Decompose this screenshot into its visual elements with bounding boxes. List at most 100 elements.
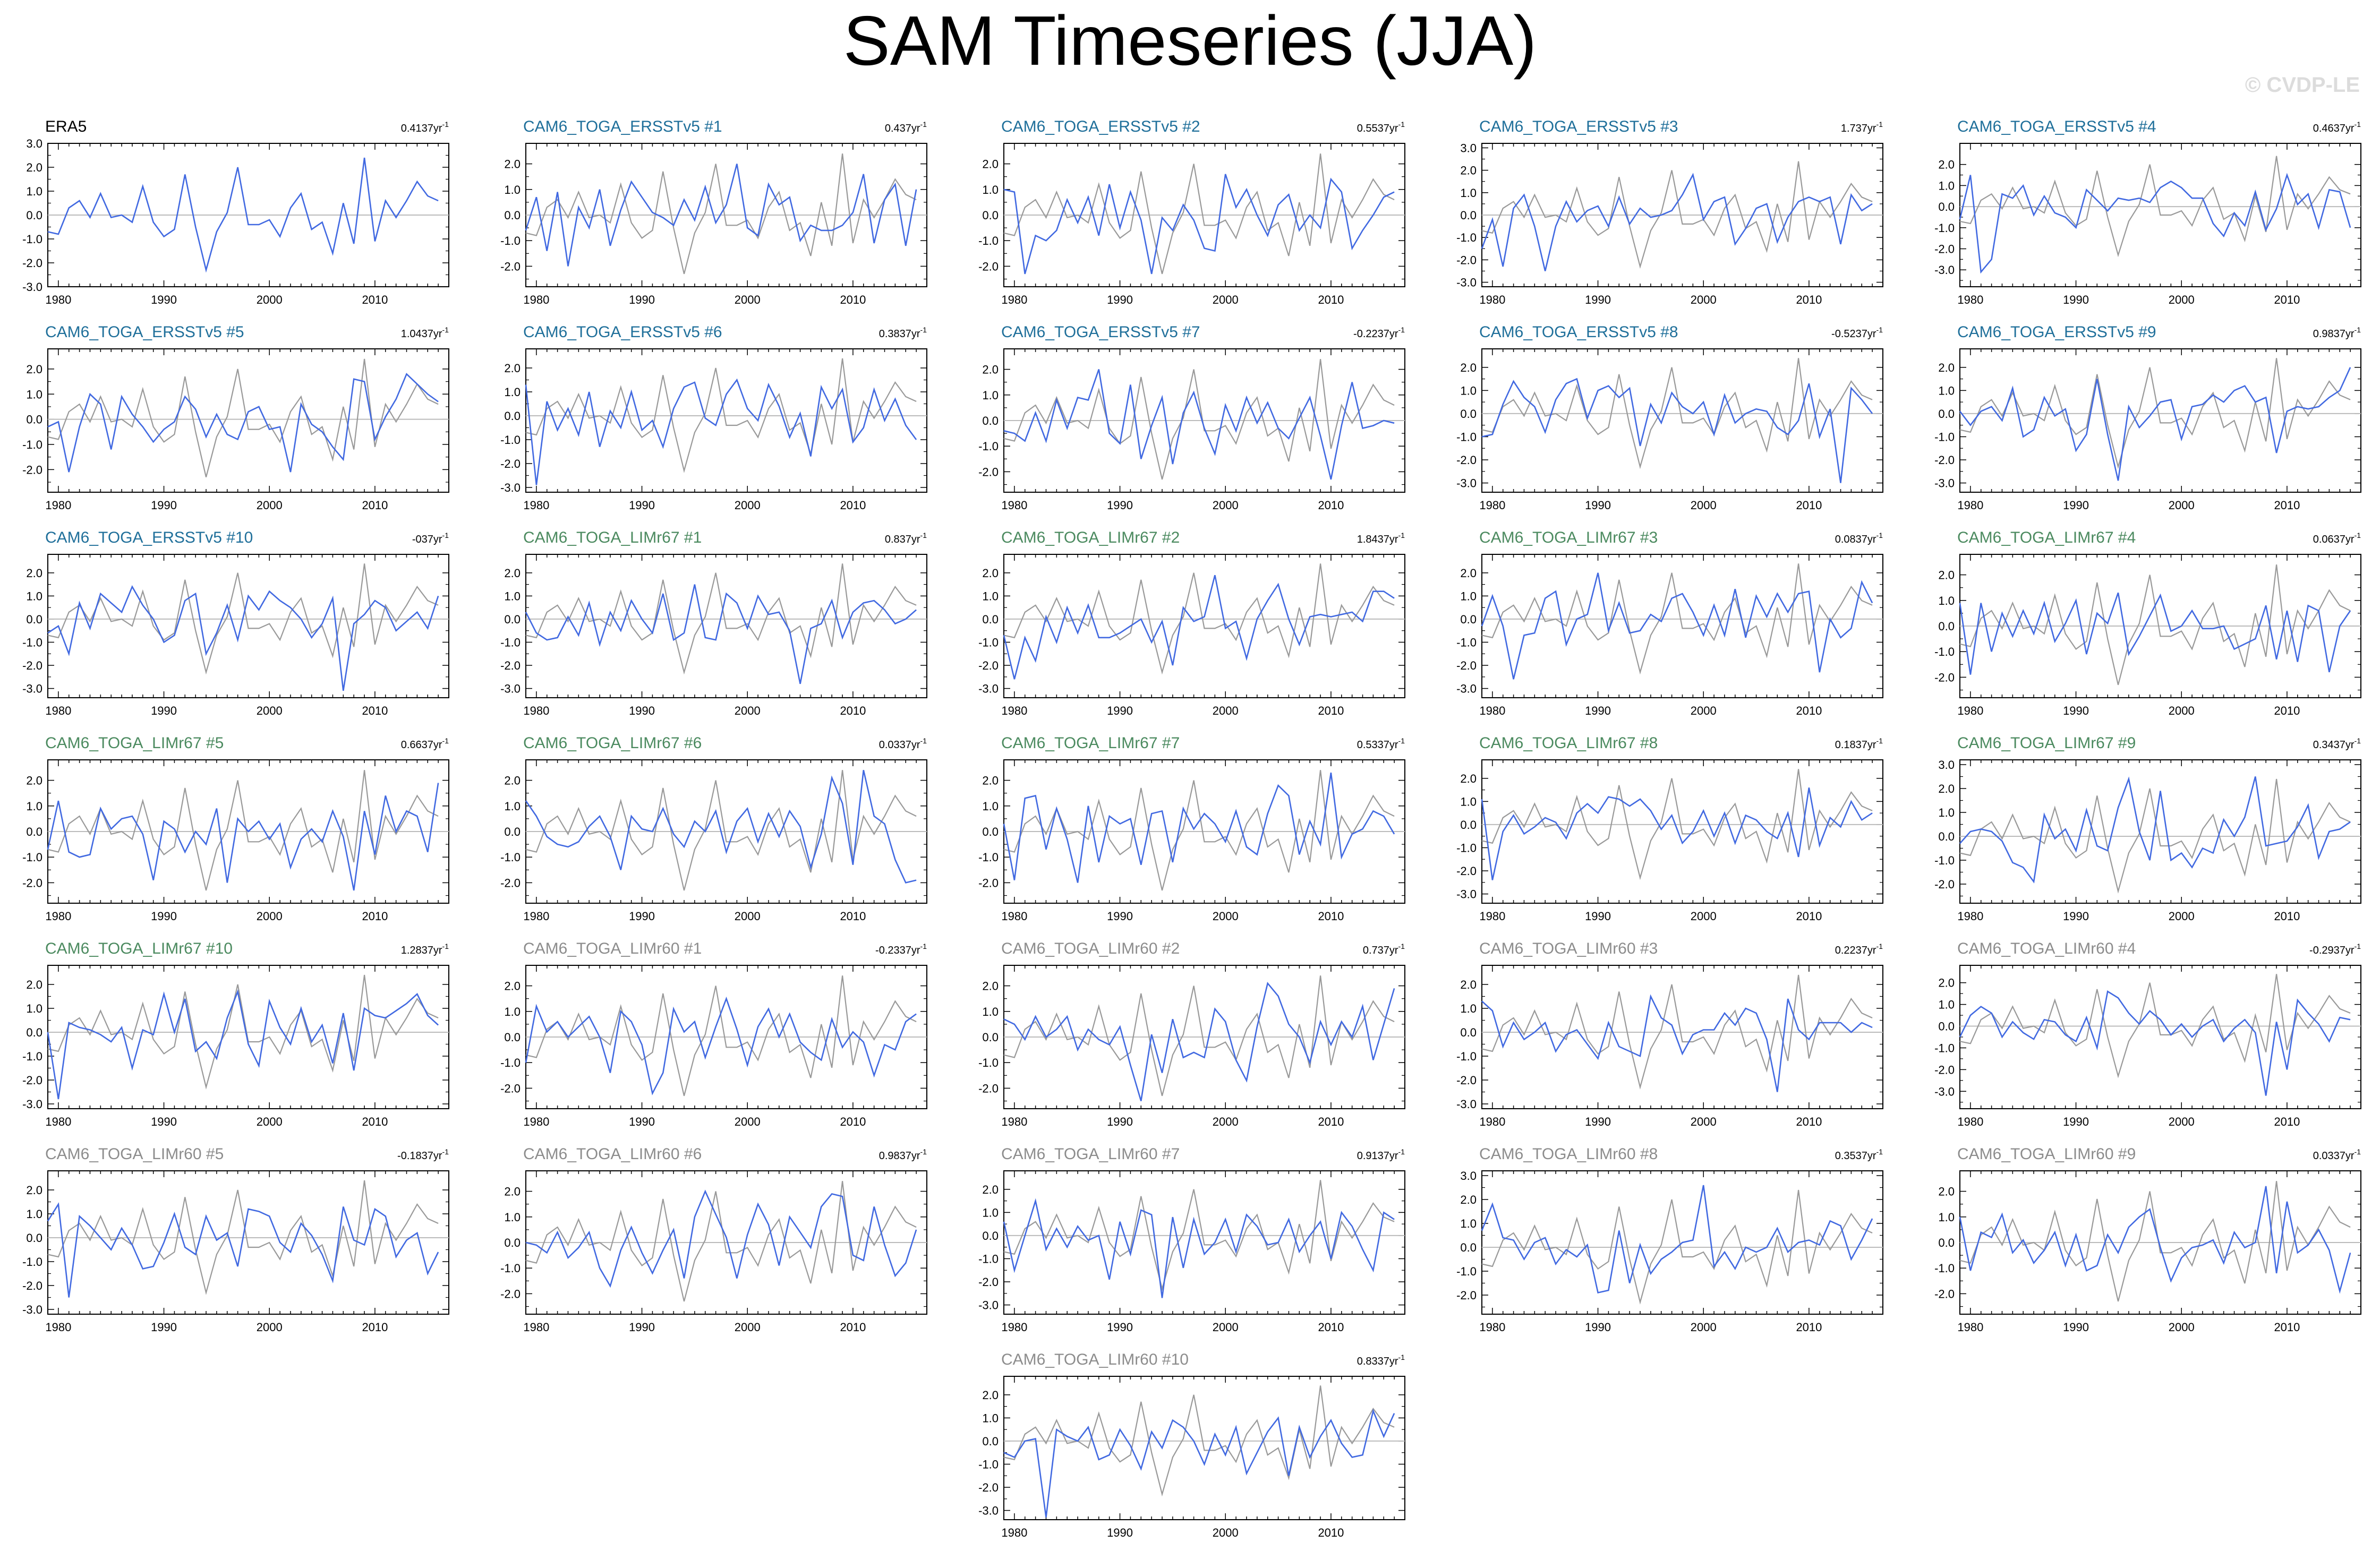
trend-unit: 37yr <box>2334 534 2355 545</box>
y-tick-label: 0.0 <box>982 209 999 222</box>
x-tick-label: 1980 <box>1957 293 1983 306</box>
y-tick-label: 1.0 <box>504 1005 521 1018</box>
trend-unit: 37yr <box>900 534 920 545</box>
y-tick-label: -1.0 <box>1456 231 1477 244</box>
y-tick-label: 2.0 <box>504 567 521 580</box>
trend-label: 0.3437yr-1 <box>2313 736 2361 751</box>
trend-label: -0.2937yr-1 <box>2309 942 2361 956</box>
y-tick-label: -2.0 <box>500 1287 521 1300</box>
x-tick-label: 2000 <box>257 1115 283 1128</box>
series-line <box>47 1202 439 1298</box>
x-tick-label: 1980 <box>1001 1321 1027 1334</box>
y-tick-label: 0.0 <box>26 1026 42 1039</box>
y-tick-label: -1.0 <box>22 438 42 451</box>
trend-exponent: -1 <box>442 531 449 539</box>
trend-label: 0.0337yr-1 <box>879 736 927 751</box>
panel-cam6-toga-ersstv5-1: 2.0 1.0 0.0 -1.0 -2.0 1980 1990 2000 2010 CAM6_TO… <box>500 118 927 306</box>
y-tick-label: -1.0 <box>500 234 521 247</box>
panel-cam6-toga-limr60-4: 2.0 1.0 0.0 -1.0 -2.0 -3.0 1980 1990 2000 2010 CAM… <box>1934 940 2361 1128</box>
y-tick-label: 0.0 <box>504 209 521 222</box>
era5-reference-line <box>525 770 917 891</box>
trend-label: 0.0837yr-1 <box>1835 531 1883 545</box>
era5-reference-line <box>1959 778 2351 894</box>
era5-reference-line <box>1003 1180 1395 1291</box>
y-tick-label: -1.0 <box>22 1255 42 1269</box>
x-tick-label: 2010 <box>1796 1115 1822 1128</box>
y-tick-label: -2.0 <box>1456 864 1477 878</box>
x-tick-label: 1990 <box>1585 910 1611 923</box>
y-tick-label: 0.0 <box>1460 818 1477 832</box>
y-tick-label: -3.0 <box>22 682 42 696</box>
y-tick-label: -3.0 <box>1456 276 1477 289</box>
trend-unit: 37yr <box>900 328 920 340</box>
trend-value: -0.52 <box>1831 328 1856 340</box>
series-line <box>1003 174 1395 275</box>
y-tick-label: 2.0 <box>982 980 999 993</box>
x-tick-label: 1990 <box>1107 704 1133 717</box>
trend-label: 0.437yr-1 <box>885 120 927 134</box>
trend-unit: 37yr <box>1856 945 1876 956</box>
x-tick-label: 2000 <box>735 910 761 923</box>
y-tick-label: 0.0 <box>982 414 999 427</box>
y-tick-label: -2.0 <box>500 260 521 273</box>
trend-unit: 37yr <box>900 945 920 956</box>
y-tick-label: -2.0 <box>1934 1287 1955 1300</box>
panel-title: CAM6_TOGA_LIMr67 #6 <box>523 734 702 752</box>
y-tick-label: -3.0 <box>22 1098 42 1111</box>
trend-value: 0.98 <box>879 1150 900 1162</box>
trend-exponent: -1 <box>2355 942 2361 950</box>
era5-reference-line <box>1481 1189 1873 1305</box>
x-tick-label: 2010 <box>2274 704 2300 717</box>
y-tick-label: 0.0 <box>26 825 42 838</box>
era5-reference-line <box>525 1181 917 1302</box>
y-tick-label: 1.0 <box>982 800 999 813</box>
trend-label: -0.2237yr-1 <box>1353 325 1405 340</box>
y-tick-label: 2.0 <box>26 774 42 787</box>
x-tick-label: 1990 <box>629 704 655 717</box>
y-tick-label: 0.0 <box>1938 620 1955 633</box>
trend-label: 1.8437yr-1 <box>1357 531 1405 545</box>
trend-value: 0.41 <box>401 123 422 134</box>
trend-value: 0.08 <box>1835 534 1856 545</box>
x-tick-label: 1990 <box>151 1321 177 1334</box>
era5-reference-line <box>47 1180 439 1295</box>
y-tick-label: 1.0 <box>504 1211 521 1224</box>
x-tick-label: 2000 <box>1213 1115 1239 1128</box>
x-tick-label: 1980 <box>45 1321 71 1334</box>
x-tick-label: 1990 <box>1107 1115 1133 1128</box>
y-tick-label: 0.0 <box>982 1435 999 1448</box>
trend-value: -0.29 <box>2309 945 2334 956</box>
x-tick-label: 2010 <box>362 704 388 717</box>
panel-title: CAM6_TOGA_LIMr60 #6 <box>523 1145 702 1163</box>
series-line <box>1959 592 2351 675</box>
y-tick-label: 2.0 <box>982 363 999 376</box>
y-tick-label: 2.0 <box>1938 569 1955 582</box>
y-tick-label: -2.0 <box>1456 1074 1477 1087</box>
y-tick-label: 2.0 <box>26 978 42 991</box>
x-tick-label: 2000 <box>735 499 761 512</box>
trend-label: -0.2337yr-1 <box>875 942 927 956</box>
y-tick-label: 2.0 <box>1460 978 1477 991</box>
y-tick-label: 1.0 <box>504 589 521 603</box>
x-tick-label: 2000 <box>1213 1526 1239 1539</box>
y-tick-label: 0.0 <box>982 613 999 626</box>
panel-title: CAM6_TOGA_LIMr67 #5 <box>45 734 224 752</box>
y-tick-label: 2.0 <box>1460 567 1477 580</box>
y-tick-label: 1.0 <box>982 1005 999 1018</box>
y-tick-label: -1.0 <box>978 636 999 649</box>
panel-cam6-toga-ersstv5-4: 2.0 1.0 0.0 -1.0 -2.0 -3.0 1980 1990 2000 2010 CAM… <box>1934 118 2361 306</box>
y-tick-label: -2.0 <box>1456 253 1477 267</box>
trend-unit: 37yr <box>1856 739 1876 751</box>
x-tick-label: 2010 <box>2274 1115 2300 1128</box>
x-tick-label: 2010 <box>840 704 866 717</box>
y-tick-label: 2.0 <box>26 1184 42 1197</box>
era5-reference-line <box>47 358 439 477</box>
y-tick-label: 1.0 <box>982 1206 999 1219</box>
x-tick-label: 2010 <box>1796 910 1822 923</box>
trend-unit: 37yr <box>1378 1150 1398 1162</box>
y-tick-label: -1.0 <box>978 234 999 247</box>
trend-exponent: -1 <box>2355 120 2361 128</box>
y-tick-label: 1.0 <box>1938 998 1955 1012</box>
